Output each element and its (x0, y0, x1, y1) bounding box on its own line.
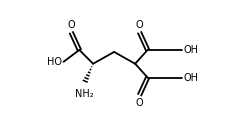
Text: NH₂: NH₂ (75, 89, 93, 99)
Text: OH: OH (183, 73, 198, 83)
Text: O: O (136, 20, 143, 30)
Text: OH: OH (183, 45, 198, 55)
Text: O: O (136, 98, 143, 108)
Text: HO: HO (47, 57, 62, 67)
Text: O: O (68, 20, 75, 30)
